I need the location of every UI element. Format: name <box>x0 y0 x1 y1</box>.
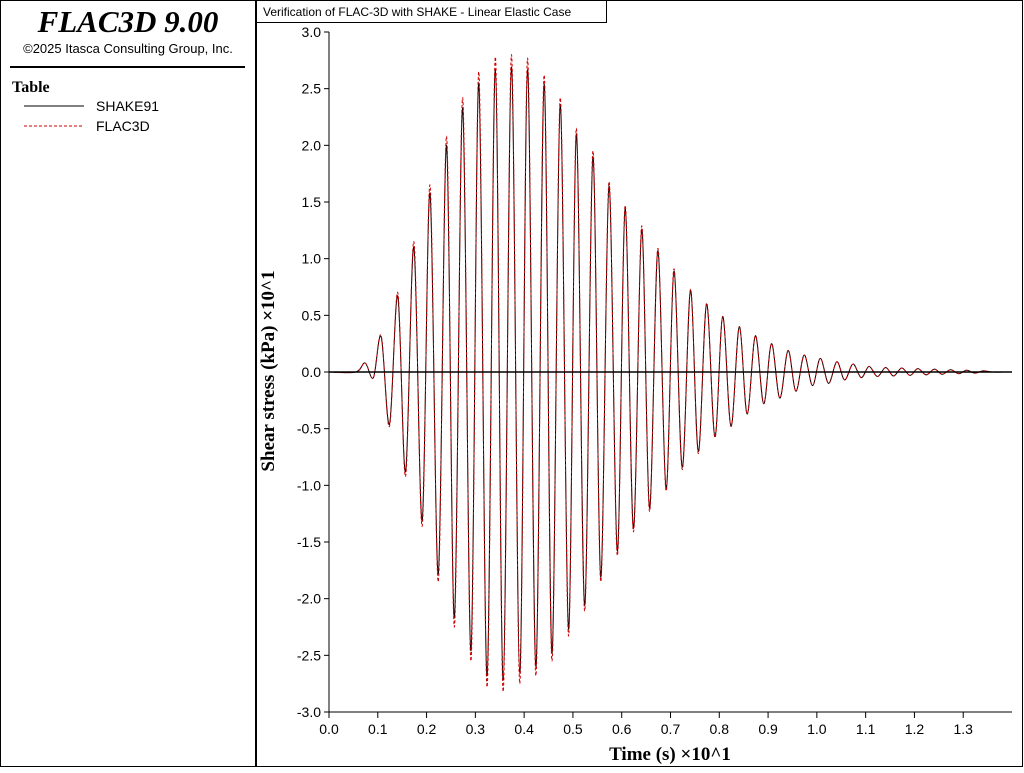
y-tick-label: 3.0 <box>302 24 322 40</box>
x-tick-label: 0.8 <box>710 721 730 737</box>
x-tick-label: 1.3 <box>953 721 973 737</box>
y-tick-label: 0.0 <box>302 364 322 380</box>
x-tick-label: 0.2 <box>417 721 437 737</box>
x-tick-label: 0.6 <box>612 721 632 737</box>
plot-panel <box>256 0 1023 767</box>
y-tick-label: 2.5 <box>302 81 322 97</box>
x-tick-label: 0.0 <box>319 721 339 737</box>
copyright: ©2025 Itasca Consulting Group, Inc. <box>23 41 233 56</box>
y-tick-label: -0.5 <box>297 421 321 437</box>
legend-label: SHAKE91 <box>96 98 159 114</box>
legend-label: FLAC3D <box>96 118 150 134</box>
x-tick-label: 0.9 <box>758 721 778 737</box>
x-tick-label: 0.5 <box>563 721 583 737</box>
legend-panel <box>0 0 256 767</box>
y-tick-label: -1.0 <box>297 477 321 493</box>
y-axis-label: Shear stress (kPa) ×10^1 <box>258 270 279 471</box>
x-tick-label: 1.1 <box>856 721 876 737</box>
x-tick-label: 0.1 <box>368 721 388 737</box>
chart-title: Verification of FLAC-3D with SHAKE - Lin… <box>263 5 571 19</box>
x-tick-label: 0.4 <box>514 721 534 737</box>
y-tick-label: -1.5 <box>297 534 321 550</box>
x-tick-label: 0.7 <box>661 721 681 737</box>
legend-title: Table <box>12 79 50 96</box>
y-tick-label: 1.5 <box>302 194 322 210</box>
y-tick-label: -3.0 <box>297 704 321 720</box>
y-tick-label: 1.0 <box>302 251 322 267</box>
x-tick-label: 0.3 <box>466 721 486 737</box>
x-tick-label: 1.0 <box>807 721 827 737</box>
y-tick-label: 2.0 <box>302 137 322 153</box>
y-tick-label: -2.5 <box>297 647 321 663</box>
x-tick-label: 1.2 <box>905 721 925 737</box>
series-line <box>328 54 1008 693</box>
title-box <box>256 0 607 23</box>
x-axis-label: Time (s) ×10^1 <box>609 744 731 765</box>
y-tick-label: -2.0 <box>297 591 321 607</box>
app-title: FLAC3D 9.00 <box>37 4 219 39</box>
y-tick-label: 0.5 <box>302 307 322 323</box>
